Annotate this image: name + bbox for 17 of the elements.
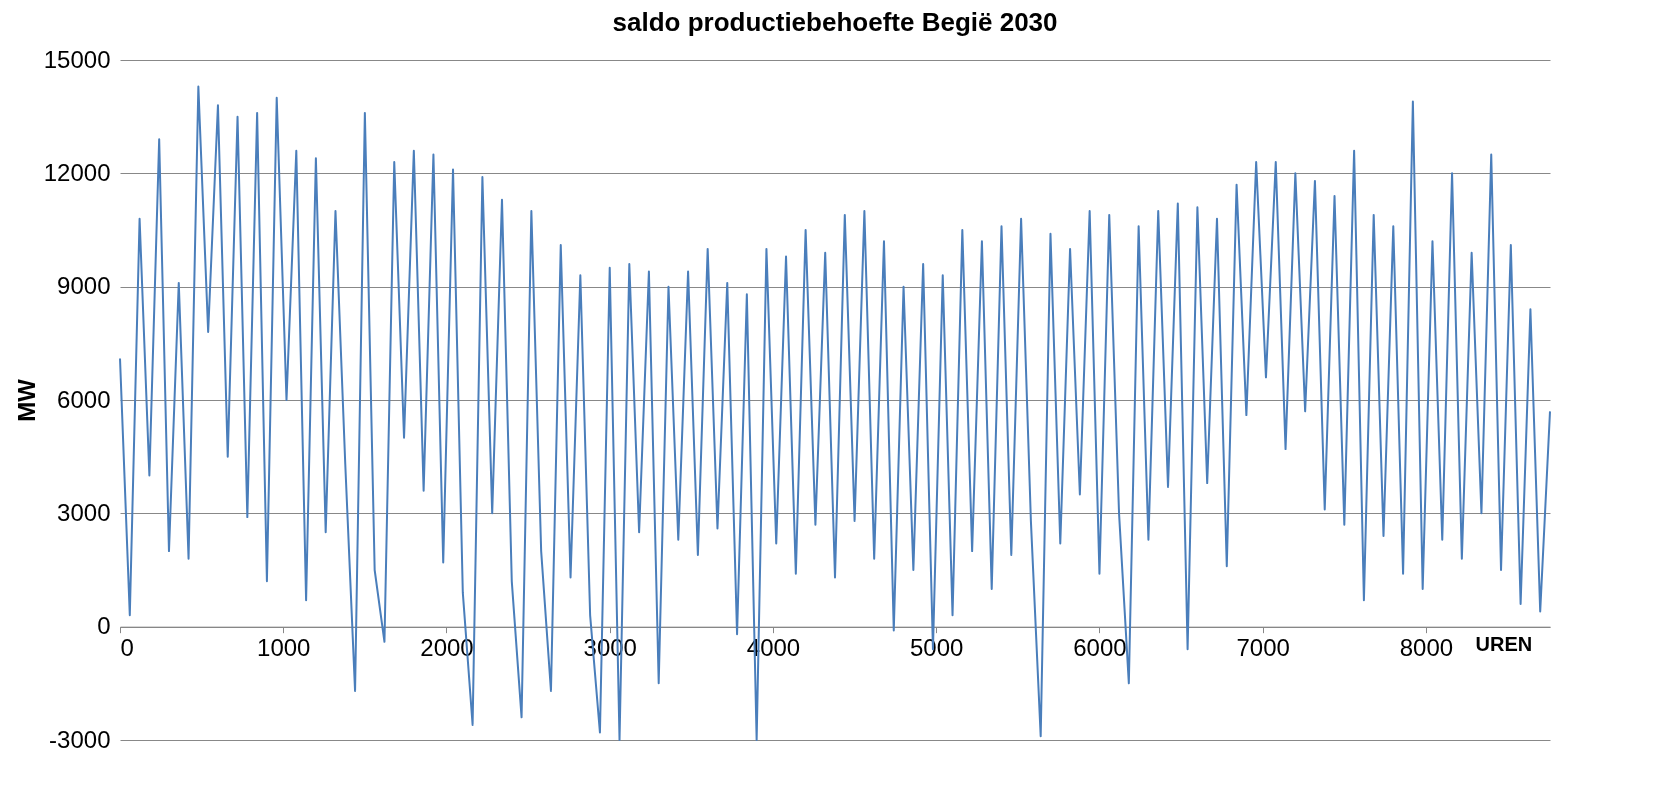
x-tick-label: 5000: [910, 634, 964, 662]
y-axis-title: MW: [12, 378, 40, 422]
y-tick-label: 0: [97, 612, 111, 640]
line-series: [119, 85, 1551, 741]
x-tick-label: 7000: [1236, 634, 1290, 662]
x-tick-label: 1000: [257, 634, 311, 662]
x-axis-title: UREN: [1475, 633, 1533, 656]
y-tick-label: 6000: [57, 385, 111, 413]
y-tick-label: 3000: [57, 498, 111, 526]
chart-title: saldo productiebehoefte Begië 2030: [612, 7, 1058, 37]
x-tick-label: 8000: [1399, 634, 1454, 662]
y-tick-label: -3000: [49, 725, 111, 753]
y-tick-label: 9000: [57, 272, 111, 300]
y-tick-label: 12000: [43, 158, 111, 186]
x-tick-label: 6000: [1073, 634, 1127, 662]
y-tick-label: 15000: [43, 45, 111, 73]
x-tick-label: 0: [120, 634, 134, 662]
